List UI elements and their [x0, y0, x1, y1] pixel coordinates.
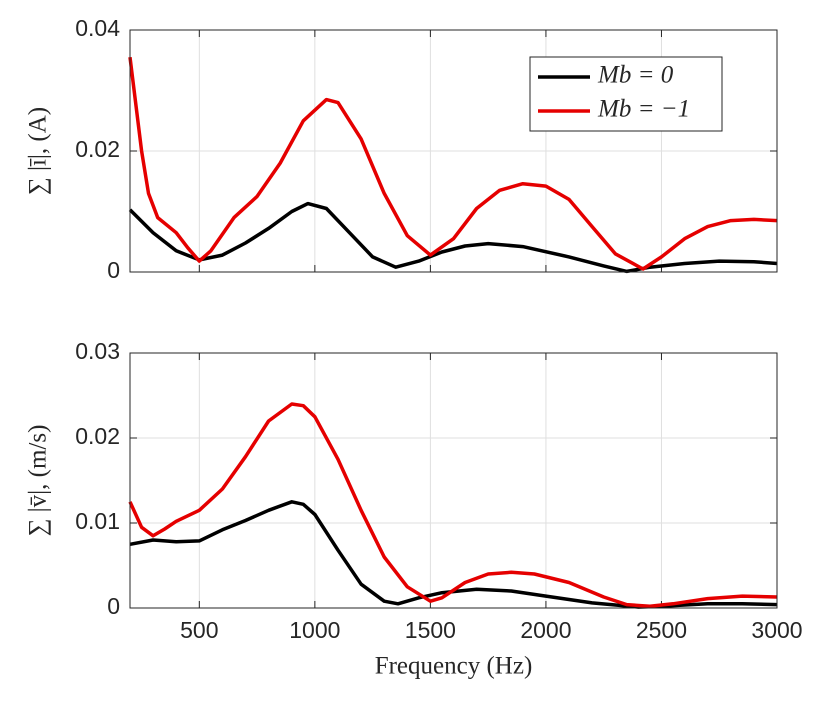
legend-label: Mb = −1	[597, 96, 690, 123]
y-tick-label: 0.01	[75, 508, 120, 534]
x-tick-label: 3000	[751, 617, 802, 643]
x-axis-label: Frequency (Hz)	[375, 653, 533, 680]
data-line	[128, 402, 778, 609]
x-tick-label: 1000	[289, 617, 340, 643]
y-tick-label: 0.02	[75, 423, 120, 449]
plot-area	[130, 353, 777, 608]
axes-box	[129, 29, 778, 273]
y-tick-label: 0.04	[75, 15, 120, 41]
y-axis-label: ∑ |ī|, (A)	[25, 107, 52, 195]
legend-box	[529, 56, 723, 132]
y-tick-label: 0.03	[75, 338, 120, 364]
x-tick-label: 500	[180, 617, 218, 643]
x-tick-label: 2500	[636, 617, 687, 643]
axes-box	[129, 352, 778, 609]
y-tick-label: 0	[107, 257, 120, 283]
y-tick-label: 0.02	[75, 136, 120, 162]
data-line	[128, 56, 778, 271]
x-tick-label: 2000	[520, 617, 571, 643]
y-axis-label: ∑ |v̄|, (m/s)	[25, 425, 52, 537]
legend-label: Mb = 0	[597, 62, 674, 89]
x-tick-label: 1500	[405, 617, 456, 643]
y-tick-label: 0	[107, 593, 120, 619]
